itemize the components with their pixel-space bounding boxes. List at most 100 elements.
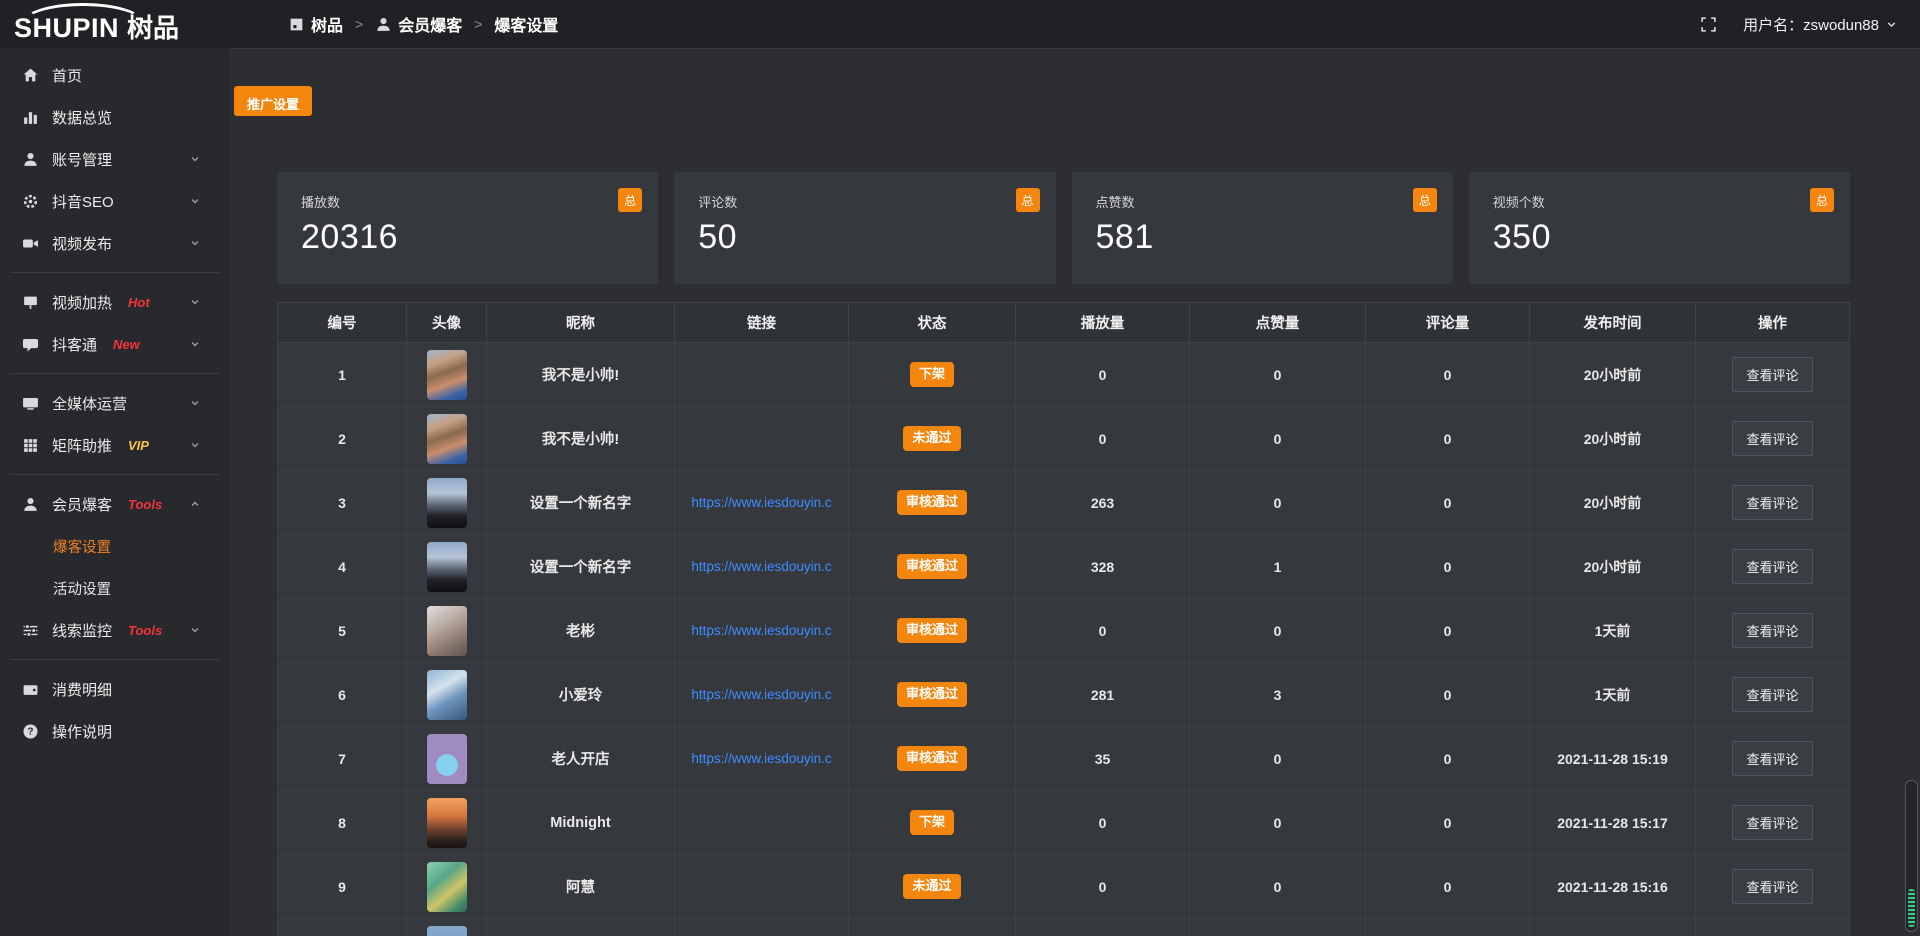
sidebar-item-label: 账号管理 — [52, 151, 113, 169]
view-comments-button[interactable]: 查看评论 — [1732, 741, 1813, 776]
promo-settings-button[interactable]: 推广设置 — [234, 86, 313, 116]
stat-total-badge: 总 — [1412, 188, 1437, 212]
sidebar-item[interactable]: 抖音SEO — [0, 180, 230, 222]
status-cell: 审核通过 — [849, 535, 1016, 599]
avatar-cell — [407, 791, 487, 855]
likes-cell: 0 — [1190, 599, 1366, 663]
nickname-cell: 我不是小帅! — [487, 343, 675, 407]
sidebar-item-label: 视频加热 — [52, 294, 113, 312]
comments-cell: 0 — [1366, 535, 1530, 599]
video-link[interactable]: https://www.iesdouyin.c — [691, 687, 832, 702]
video-link[interactable]: https://www.iesdouyin.c — [691, 495, 832, 510]
table-wrap: 编号 头像 昵称 链接 状态 播放量 点赞量 评论量 发布时间 操作 1 我不是小帅! 下架 0 0 0 20小… — [277, 302, 1850, 936]
breadcrumb-item[interactable]: 树品 — [288, 12, 343, 36]
avatar — [426, 733, 467, 784]
avatar — [426, 925, 467, 936]
comments-cell: 0 — [1366, 599, 1530, 663]
row-id-cell: 6 — [278, 663, 407, 727]
status-badge: 审核通过 — [896, 554, 967, 579]
sidebar-item[interactable]: 会员爆客 Tools — [0, 483, 230, 525]
avatar — [426, 349, 467, 400]
status-cell — [849, 919, 1016, 936]
topbar: SHUPIN 树品 树品 > 会员爆客 > 爆客设置 用户名：zswodun88 — [0, 0, 1920, 49]
view-comments-button[interactable]: 查看评论 — [1732, 421, 1813, 456]
stat-total-badge: 总 — [1810, 188, 1834, 212]
status-cell: 审核通过 — [849, 471, 1016, 535]
sidebar-item-label: 矩阵助推 — [52, 437, 113, 455]
plays-cell: 0 — [1016, 791, 1190, 855]
sidebar-item[interactable]: ? 操作说明 — [0, 710, 230, 752]
nickname-cell: Midnight — [487, 791, 675, 855]
sidebar-item[interactable]: 全媒体运营 — [0, 382, 230, 424]
avatar — [426, 669, 467, 720]
stat-value: 350 — [1492, 218, 1551, 256]
sidebar-item-label: 抖音SEO — [52, 193, 114, 211]
breadcrumb-item[interactable]: 会员爆客 — [375, 12, 462, 36]
stat-card: 播放数 20316 总 — [277, 172, 659, 284]
sidebar-item-label: 数据总览 — [52, 109, 113, 127]
page-scrollbar[interactable] — [1905, 780, 1918, 932]
avatar-cell — [407, 855, 487, 919]
breadcrumb-item: 爆客设置 — [494, 12, 558, 36]
heat-icon — [22, 294, 39, 311]
action-cell: 查看评论 — [1696, 535, 1850, 599]
fullscreen-icon[interactable] — [1700, 16, 1717, 33]
nickname-cell: 设置一个新名字 — [487, 471, 675, 535]
sidebar-item[interactable]: 消费明细 — [0, 668, 230, 710]
grid-icon — [22, 437, 39, 454]
chevron-down-icon — [189, 296, 201, 308]
likes-cell: 0 — [1190, 791, 1366, 855]
table-header-cell: 评论量 — [1366, 303, 1530, 343]
sidebar-item[interactable]: 矩阵助推 VIP — [0, 424, 230, 466]
stat-label: 点赞数 — [1095, 195, 1135, 210]
sidebar-item[interactable]: 抖客通 New — [0, 323, 230, 365]
video-link[interactable]: https://www.iesdouyin.c — [691, 623, 832, 638]
view-comments-button[interactable]: 查看评论 — [1732, 613, 1813, 648]
likes-cell: 3 — [1190, 663, 1366, 727]
stats-row: 播放数 20316 总 评论数 50 总 点赞数 581 总 视频个数 350 总 — [277, 172, 1850, 284]
svg-text:?: ? — [27, 726, 33, 737]
sidebar-item-label: 全媒体运营 — [52, 395, 128, 413]
view-comments-button[interactable]: 查看评论 — [1732, 805, 1813, 840]
avatar — [426, 413, 467, 464]
nickname-cell: 小爱玲 — [487, 663, 675, 727]
status-badge: 下架 — [909, 362, 954, 387]
chart-icon — [22, 109, 39, 126]
row-id-cell — [278, 919, 407, 936]
view-comments-button[interactable]: 查看评论 — [1732, 485, 1813, 520]
sidebar-subitem[interactable]: 爆客设置 — [53, 539, 111, 556]
chevron-down-icon — [189, 439, 201, 451]
video-link[interactable]: https://www.iesdouyin.c — [691, 559, 832, 574]
user-menu[interactable]: 用户名：zswodun88 — [1743, 14, 1898, 35]
sidebar-subitem[interactable]: 活动设置 — [53, 581, 111, 598]
plays-cell: 263 — [1016, 471, 1190, 535]
likes-cell — [1190, 919, 1366, 936]
avatar-cell — [407, 535, 487, 599]
sidebar-item[interactable]: 线索监控 Tools — [0, 609, 230, 651]
video-link[interactable]: https://www.iesdouyin.c — [691, 751, 832, 766]
chevron-down-icon — [189, 397, 201, 409]
likes-cell: 0 — [1190, 727, 1366, 791]
table-header-cell: 播放量 — [1016, 303, 1190, 343]
sidebar-item[interactable]: 数据总览 — [0, 96, 230, 138]
view-comments-button[interactable]: 查看评论 — [1732, 677, 1813, 712]
view-comments-button[interactable]: 查看评论 — [1732, 357, 1813, 392]
sidebar-item[interactable]: 首页 — [0, 54, 230, 96]
publish-time-cell: 1天前 — [1530, 599, 1696, 663]
sidebar-item-label: 消费明细 — [52, 681, 113, 699]
sidebar-item-label: 抖客通 — [52, 336, 98, 354]
action-cell: 查看评论 — [1696, 343, 1850, 407]
row-id-cell: 4 — [278, 535, 407, 599]
view-comments-button[interactable]: 查看评论 — [1732, 869, 1813, 904]
likes-cell: 1 — [1190, 535, 1366, 599]
view-comments-button[interactable]: 查看评论 — [1732, 549, 1813, 584]
sidebar-item[interactable]: 视频加热 Hot — [0, 281, 230, 323]
avatar — [426, 797, 467, 848]
sidebar-item[interactable]: 账号管理 — [0, 138, 230, 180]
sidebar-item[interactable]: 视频发布 — [0, 222, 230, 264]
status-cell: 审核通过 — [849, 599, 1016, 663]
table-header-cell: 点赞量 — [1190, 303, 1366, 343]
chevron-down-icon — [189, 195, 201, 207]
publish-time-cell: 20小时前 — [1530, 343, 1696, 407]
stat-label: 视频个数 — [1492, 195, 1545, 210]
